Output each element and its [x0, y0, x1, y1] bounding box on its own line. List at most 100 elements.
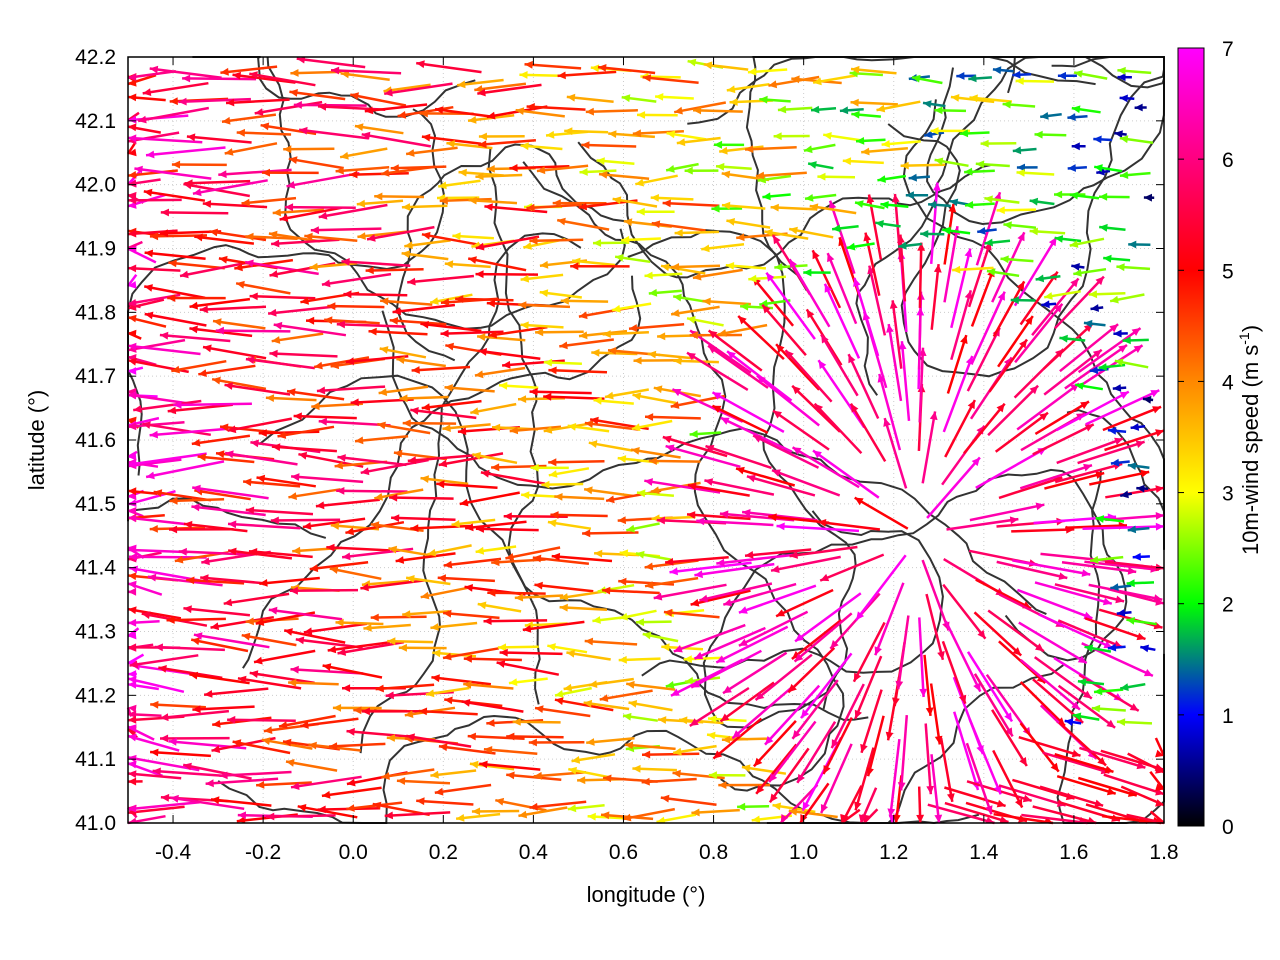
wind-vector-shaft — [1149, 770, 1165, 791]
x-tick-label: 0.2 — [429, 841, 458, 864]
wind-vector-head — [289, 586, 298, 595]
wind-vector-head — [803, 145, 813, 154]
wind-vector-shaft — [154, 645, 225, 652]
wind-vector-head — [363, 624, 372, 632]
wind-vector-head — [1029, 227, 1038, 236]
wind-vector-head — [820, 573, 830, 582]
wind-vector-shaft — [315, 498, 380, 508]
wind-vector-head — [874, 646, 882, 656]
wind-vector-shaft — [754, 653, 813, 701]
wind-vector-head — [1073, 269, 1082, 277]
wind-vector-shaft — [328, 742, 386, 748]
contour-line — [487, 147, 541, 705]
wind-vector-head — [546, 130, 555, 139]
wind-vector-head — [582, 529, 591, 538]
wind-vector-head — [746, 474, 756, 483]
wind-vector-shaft — [690, 589, 751, 606]
wind-vector-head — [128, 733, 137, 742]
wind-vector-shaft — [173, 402, 252, 407]
wind-vector-head — [265, 394, 275, 402]
wind-vector-shaft — [720, 416, 793, 453]
wind-vector-head — [773, 132, 782, 141]
wind-vector-shaft — [772, 409, 830, 451]
wind-vector-shaft — [775, 588, 834, 618]
wind-vector-shaft — [346, 729, 413, 739]
wind-vector-head — [368, 327, 377, 336]
wind-vector-shaft — [1019, 681, 1066, 727]
wind-vector-head — [268, 606, 278, 615]
wind-vector-shaft — [178, 97, 251, 104]
wind-vector-head — [1140, 469, 1150, 478]
wind-vector-head — [980, 139, 989, 148]
wind-vector-head — [788, 808, 798, 816]
wind-vector-head — [1064, 718, 1074, 726]
wind-vector-head — [748, 274, 757, 283]
wind-vector-head — [461, 699, 471, 707]
wind-vector-shaft — [310, 227, 382, 232]
wind-vector-shaft — [478, 138, 537, 147]
wind-vector-head — [850, 403, 859, 413]
wind-vector-head — [1041, 300, 1050, 309]
wind-vector-shaft — [170, 796, 245, 811]
wind-vector-head — [430, 770, 439, 779]
wind-vector-head — [1087, 750, 1097, 759]
wind-vector-shaft — [651, 221, 706, 232]
wind-vector-shaft — [874, 582, 905, 656]
wind-vector-head — [385, 691, 394, 700]
wind-vector-shaft — [145, 146, 226, 157]
wind-vector-head — [255, 618, 265, 626]
wind-vector-shaft — [477, 335, 526, 342]
wind-vector-shaft — [241, 196, 297, 205]
wind-vector-head — [360, 467, 370, 476]
wind-vector-head — [708, 715, 717, 723]
wind-vector-shaft — [791, 618, 843, 660]
wind-vector-head — [1133, 345, 1143, 353]
wind-vector-head — [653, 385, 663, 394]
wind-vector-head — [887, 808, 896, 817]
wind-vector-head — [854, 709, 862, 719]
wind-vector-head — [929, 411, 938, 421]
wind-vector-head — [1120, 490, 1129, 499]
wind-vector-head — [451, 520, 460, 528]
wind-vector-head — [396, 356, 405, 364]
wind-vector-head — [388, 545, 398, 554]
wind-vector-head — [1016, 163, 1025, 172]
wind-vector-shaft — [410, 524, 471, 530]
wind-vector-head — [726, 218, 735, 226]
wind-vector-shaft — [127, 734, 180, 752]
wind-vector-head — [475, 242, 485, 251]
wind-vector-shaft — [271, 445, 337, 453]
wind-vector-shaft — [345, 520, 405, 535]
wind-vector-head — [1107, 643, 1117, 652]
wind-vector-shaft — [751, 276, 795, 327]
wind-vector-head — [144, 311, 154, 320]
wind-vector-head — [128, 391, 137, 400]
wind-vector-shaft — [127, 677, 185, 694]
wind-vector-head — [1097, 757, 1106, 766]
wind-vector-head — [694, 651, 704, 660]
wind-vector-head — [128, 704, 137, 713]
wind-vector-head — [635, 178, 645, 187]
wind-vector-head — [587, 812, 596, 821]
wind-vector-shaft — [992, 749, 1024, 809]
wind-vector-head — [1010, 296, 1019, 305]
wind-vector-head — [550, 511, 559, 519]
wind-vector-head — [486, 111, 496, 120]
wind-vector-head — [258, 429, 267, 437]
wind-vector-head — [628, 324, 638, 332]
wind-vector-head — [619, 549, 629, 558]
wind-vector-shaft — [288, 488, 341, 499]
wind-vector-head — [159, 331, 169, 340]
wind-vector-head — [178, 547, 187, 556]
wind-vector-head — [438, 743, 448, 752]
wind-vector-head — [900, 161, 909, 170]
wind-vector-shaft — [205, 777, 279, 786]
wind-vector-head — [1136, 632, 1146, 641]
wind-vector-shaft — [265, 396, 317, 402]
wind-vector-head — [905, 191, 914, 200]
wind-vector-shaft — [1102, 405, 1162, 432]
wind-vector-shaft — [461, 700, 524, 713]
wind-vector-shaft — [998, 476, 1063, 500]
wind-vector-head — [524, 621, 534, 629]
wind-vector-shaft — [752, 720, 797, 768]
